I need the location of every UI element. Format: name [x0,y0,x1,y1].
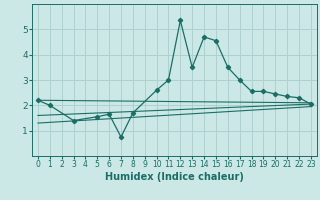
X-axis label: Humidex (Indice chaleur): Humidex (Indice chaleur) [105,172,244,182]
